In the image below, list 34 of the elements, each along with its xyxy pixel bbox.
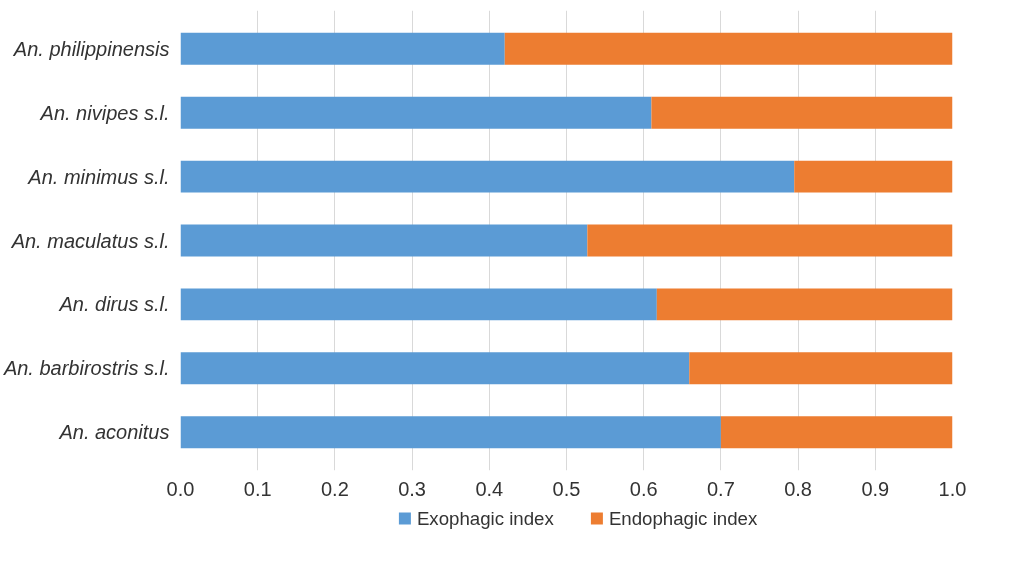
x-tick-label: 0.4 bbox=[475, 477, 504, 500]
bar bbox=[587, 224, 953, 257]
x-tick-label: 0.7 bbox=[707, 477, 735, 500]
bar bbox=[180, 160, 795, 193]
x-tick-label: 0.6 bbox=[629, 477, 658, 500]
y-tick-label: An. dirus s.l. bbox=[58, 293, 170, 316]
bar bbox=[794, 160, 953, 193]
bar bbox=[689, 352, 953, 385]
x-tick-label: 0.5 bbox=[552, 477, 581, 500]
y-tick-label: An. minimus s.l. bbox=[27, 165, 170, 188]
bar bbox=[180, 32, 505, 65]
legend-label: Endophagic index bbox=[608, 508, 758, 529]
bar bbox=[651, 96, 953, 129]
x-tick-label: 0.3 bbox=[398, 477, 427, 500]
x-tick-label: 0.0 bbox=[166, 477, 195, 500]
y-tick-label: An. philippinensis bbox=[12, 37, 170, 60]
bar bbox=[180, 352, 690, 385]
x-tick-label: 0.9 bbox=[861, 477, 890, 500]
y-tick-label: An. maculatus s.l. bbox=[10, 229, 170, 252]
bar bbox=[180, 288, 657, 321]
bar bbox=[180, 416, 721, 449]
bar bbox=[504, 32, 953, 65]
bar bbox=[656, 288, 953, 321]
y-tick-label: An. aconitus bbox=[58, 421, 170, 444]
bar bbox=[180, 96, 652, 129]
x-tick-label: 0.2 bbox=[321, 477, 349, 500]
bar bbox=[180, 224, 588, 257]
x-tick-label: 1.0 bbox=[938, 477, 967, 500]
bar bbox=[720, 416, 953, 449]
y-tick-label: An. barbirostris s.l. bbox=[2, 357, 170, 380]
x-tick-label: 0.8 bbox=[784, 477, 813, 500]
y-tick-label: An. nivipes s.l. bbox=[39, 101, 170, 124]
legend-label: Exophagic index bbox=[416, 508, 555, 529]
x-tick-label: 0.1 bbox=[243, 477, 272, 500]
